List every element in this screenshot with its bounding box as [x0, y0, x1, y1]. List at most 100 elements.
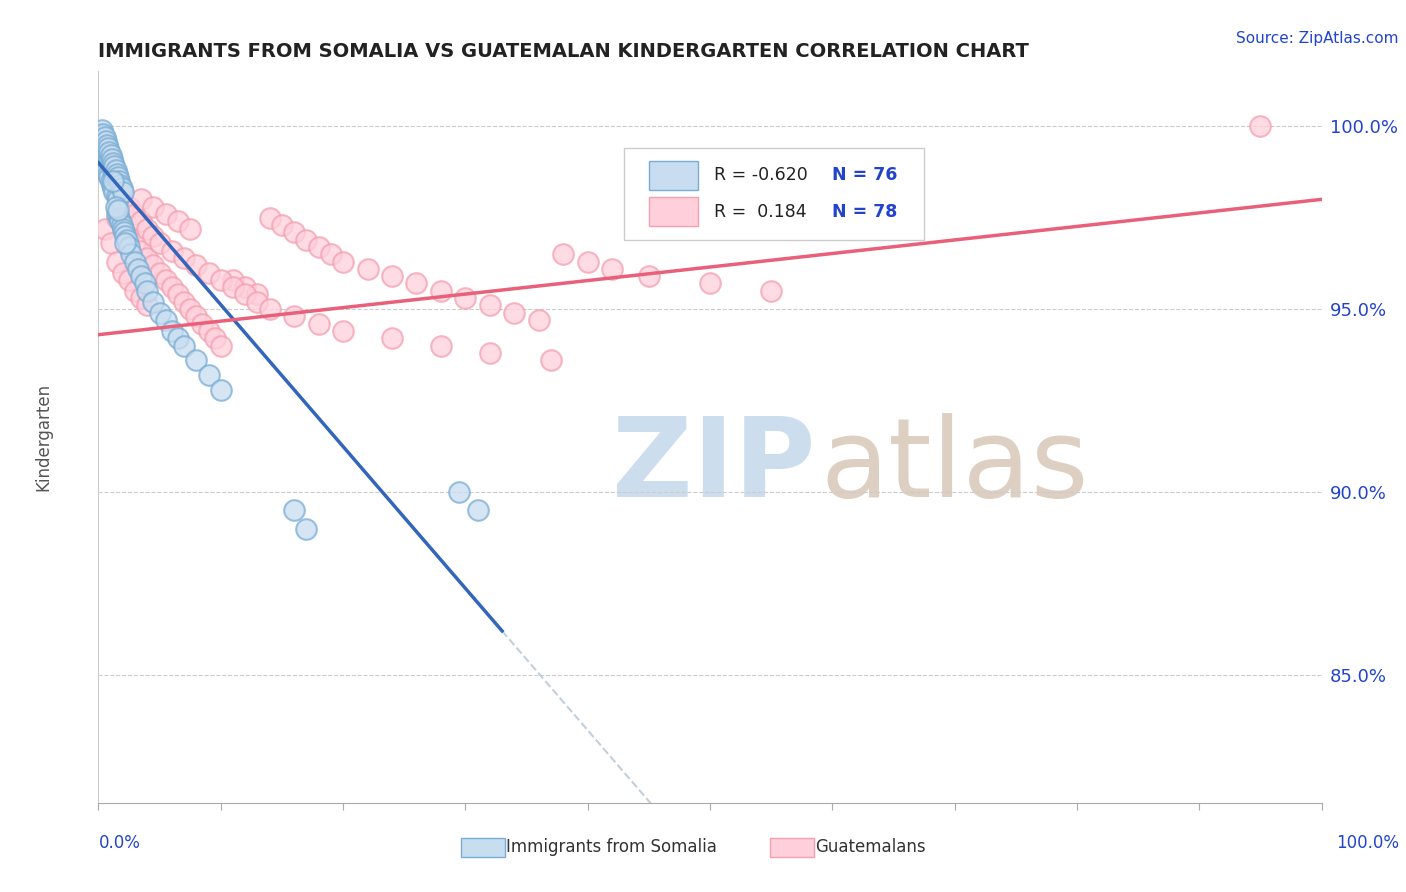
Point: [90, 127, 112, 141]
Point: [160, 324, 183, 338]
Point: [94, 134, 117, 148]
Point: [93, 155, 115, 169]
Text: R = -0.620: R = -0.620: [714, 166, 807, 185]
Point: [233, 287, 256, 301]
Point: [167, 214, 190, 228]
Text: ZIP: ZIP: [612, 413, 815, 520]
Point: [105, 254, 128, 268]
Text: N = 78: N = 78: [832, 202, 897, 221]
Point: [186, 353, 208, 368]
Text: Guatemalans: Guatemalans: [815, 838, 927, 856]
Point: [105, 167, 128, 181]
Point: [527, 313, 550, 327]
Point: [173, 251, 195, 265]
Point: [111, 221, 134, 235]
Point: [295, 233, 318, 247]
Point: [129, 269, 152, 284]
Point: [142, 228, 165, 243]
Point: [103, 160, 125, 174]
Point: [105, 207, 128, 221]
Point: [167, 331, 190, 345]
Point: [124, 284, 146, 298]
Point: [478, 298, 501, 312]
Point: [222, 280, 245, 294]
Point: [1249, 119, 1271, 133]
Point: [134, 277, 156, 291]
Point: [101, 163, 124, 178]
Point: [142, 200, 165, 214]
Point: [142, 294, 165, 309]
Point: [97, 148, 120, 162]
Point: [405, 277, 427, 291]
Point: [430, 339, 453, 353]
Point: [149, 306, 172, 320]
Point: [761, 284, 783, 298]
Point: [94, 160, 117, 174]
Point: [246, 287, 269, 301]
Point: [129, 214, 152, 228]
Point: [295, 521, 318, 535]
Bar: [650, 161, 697, 190]
Point: [118, 200, 141, 214]
Point: [129, 291, 152, 305]
Point: [179, 221, 201, 235]
Point: [107, 170, 129, 185]
Text: 0.0%: 0.0%: [98, 834, 141, 852]
Point: [576, 254, 599, 268]
Point: [103, 167, 125, 181]
Point: [91, 152, 114, 166]
Text: IMMIGRANTS FROM SOMALIA VS GUATEMALAN KINDERGARTEN CORRELATION CHART: IMMIGRANTS FROM SOMALIA VS GUATEMALAN KI…: [98, 43, 1029, 62]
Point: [111, 218, 134, 232]
Point: [100, 236, 122, 251]
Point: [478, 346, 501, 360]
Text: atlas: atlas: [820, 413, 1088, 520]
Point: [127, 261, 149, 276]
Point: [467, 503, 489, 517]
Point: [118, 240, 141, 254]
Point: [179, 301, 201, 317]
Point: [149, 236, 172, 251]
Point: [124, 207, 146, 221]
Point: [167, 287, 190, 301]
Point: [332, 324, 354, 338]
Point: [93, 130, 115, 145]
Point: [204, 331, 226, 345]
Point: [100, 174, 122, 188]
Point: [142, 258, 165, 272]
Point: [107, 193, 129, 207]
Point: [381, 269, 404, 284]
Point: [173, 339, 195, 353]
Point: [110, 214, 132, 228]
Text: Immigrants from Somalia: Immigrants from Somalia: [506, 838, 717, 856]
Point: [97, 141, 120, 155]
FancyBboxPatch shape: [624, 148, 924, 240]
Point: [270, 218, 294, 232]
Point: [105, 211, 128, 225]
Point: [155, 313, 177, 327]
Point: [160, 280, 183, 294]
Point: [259, 211, 281, 225]
Point: [111, 265, 134, 279]
Point: [101, 160, 124, 174]
Point: [101, 152, 124, 166]
Point: [136, 221, 159, 235]
Point: [197, 324, 219, 338]
Point: [108, 174, 131, 188]
Point: [101, 174, 124, 188]
Point: [107, 203, 129, 218]
Point: [93, 137, 115, 152]
Point: [356, 261, 378, 276]
Point: [96, 137, 118, 152]
Point: [104, 200, 127, 214]
Point: [105, 188, 128, 202]
Point: [449, 484, 471, 499]
Point: [638, 269, 661, 284]
Point: [104, 170, 127, 185]
Point: [209, 383, 232, 397]
Point: [96, 145, 118, 159]
Point: [94, 141, 117, 155]
Point: [91, 123, 114, 137]
Point: [120, 247, 142, 261]
Point: [101, 178, 124, 192]
Point: [101, 181, 124, 195]
